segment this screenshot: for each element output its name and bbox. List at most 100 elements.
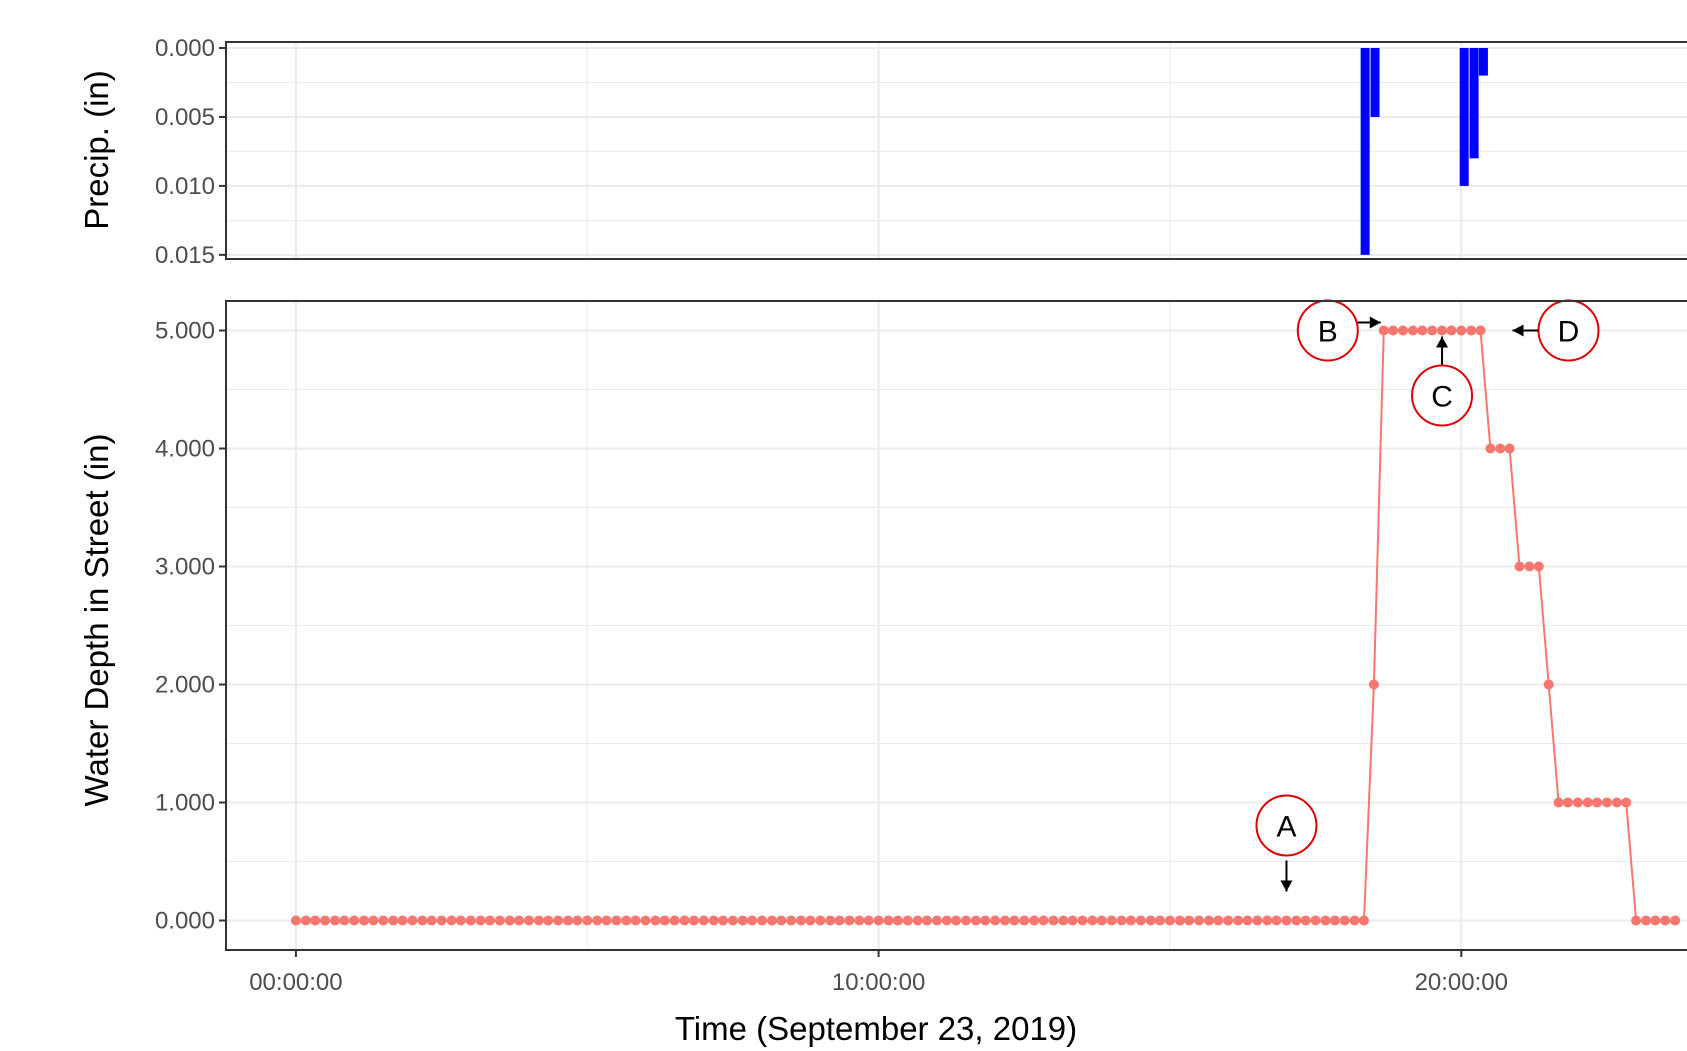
depth-point bbox=[329, 915, 340, 926]
depth-point bbox=[892, 915, 903, 926]
depth-point bbox=[921, 915, 932, 926]
precip-panel-border bbox=[225, 41, 1687, 260]
depth-point bbox=[679, 915, 690, 926]
depth-point bbox=[854, 915, 865, 926]
depth-point bbox=[718, 915, 729, 926]
depth-point bbox=[1660, 915, 1671, 926]
depth-y-axis-title: Water Depth in Street (in) bbox=[78, 434, 115, 807]
depth-y-tick-label: 4.000 bbox=[155, 436, 215, 463]
depth-point bbox=[621, 915, 632, 926]
x-axis-title: Time (September 23, 2019) bbox=[675, 1010, 1077, 1047]
depth-annotations: A B C D bbox=[1255, 299, 1600, 892]
depth-point bbox=[436, 915, 447, 926]
depth-point bbox=[688, 915, 699, 926]
depth-point bbox=[1252, 915, 1263, 926]
depth-point bbox=[786, 915, 797, 926]
depth-point bbox=[1019, 915, 1030, 926]
precip-bar bbox=[1459, 48, 1469, 186]
depth-point bbox=[805, 915, 816, 926]
depth-point bbox=[484, 915, 495, 926]
depth-point bbox=[941, 915, 952, 926]
depth-point bbox=[1485, 443, 1496, 454]
depth-series-points bbox=[290, 325, 1681, 926]
depth-point bbox=[523, 915, 534, 926]
depth-point bbox=[1533, 561, 1544, 572]
depth-x-axis: 00:00:00 10:00:00 20:00:00 bbox=[249, 950, 1508, 996]
depth-point bbox=[1291, 915, 1302, 926]
depth-point bbox=[970, 915, 981, 926]
depth-point bbox=[1553, 797, 1564, 808]
depth-point bbox=[1543, 679, 1554, 690]
depth-point bbox=[1670, 915, 1681, 926]
depth-point bbox=[747, 915, 758, 926]
depth-point bbox=[339, 915, 350, 926]
depth-point bbox=[563, 915, 574, 926]
depth-point bbox=[844, 915, 855, 926]
depth-y-tick-label: 0.000 bbox=[155, 908, 215, 935]
depth-point bbox=[796, 915, 807, 926]
depth-point bbox=[1378, 325, 1389, 336]
depth-point bbox=[776, 915, 787, 926]
annotation-c: C bbox=[1411, 336, 1474, 427]
depth-point bbox=[1125, 915, 1136, 926]
depth-point bbox=[378, 915, 389, 926]
depth-point bbox=[1271, 915, 1282, 926]
depth-point bbox=[980, 915, 991, 926]
annotation-arrowhead bbox=[1369, 316, 1381, 329]
depth-point bbox=[1514, 561, 1525, 572]
depth-point bbox=[1398, 325, 1409, 336]
depth-point bbox=[426, 915, 437, 926]
annotation-label: B bbox=[1318, 316, 1338, 349]
depth-point bbox=[698, 915, 709, 926]
depth-point bbox=[1164, 915, 1175, 926]
precip-y-axis: 0.000 0.005 0.010 0.015 bbox=[155, 35, 226, 269]
depth-point bbox=[883, 915, 894, 926]
depth-point bbox=[1466, 325, 1477, 336]
depth-point bbox=[1067, 915, 1078, 926]
depth-point bbox=[1009, 915, 1020, 926]
depth-point bbox=[494, 915, 505, 926]
depth-point bbox=[1475, 325, 1486, 336]
depth-point bbox=[1524, 561, 1535, 572]
depth-y-axis: 0.000 1.000 2.000 3.000 4.000 5.000 bbox=[155, 318, 226, 935]
depth-point bbox=[1368, 679, 1379, 690]
depth-y-tick-label: 3.000 bbox=[155, 554, 215, 581]
precip-bars bbox=[1360, 48, 1488, 255]
depth-point bbox=[1058, 915, 1069, 926]
depth-point bbox=[912, 915, 923, 926]
depth-x-tick-label: 20:00:00 bbox=[1415, 969, 1508, 996]
depth-point bbox=[659, 915, 670, 926]
depth-panel-border bbox=[225, 300, 1687, 951]
depth-point bbox=[368, 915, 379, 926]
depth-point bbox=[417, 915, 428, 926]
depth-point bbox=[1281, 915, 1292, 926]
annotation-label: C bbox=[1431, 381, 1453, 414]
depth-point bbox=[1223, 915, 1234, 926]
precip-bar bbox=[1370, 48, 1380, 117]
depth-panel: A B C D 0.000 1.000 2.000 3.000 4.000 5.000 00:0… bbox=[78, 299, 1687, 1047]
annotation-circle bbox=[1255, 794, 1318, 857]
depth-point bbox=[1601, 797, 1612, 808]
depth-point bbox=[961, 915, 971, 926]
depth-point bbox=[1446, 325, 1457, 336]
precip-bar bbox=[1360, 48, 1370, 255]
precip-bar bbox=[1469, 48, 1479, 159]
depth-point bbox=[1504, 443, 1515, 454]
depth-point bbox=[650, 915, 661, 926]
depth-point bbox=[931, 915, 942, 926]
depth-point bbox=[592, 915, 603, 926]
depth-point bbox=[1621, 797, 1632, 808]
precip-gridlines bbox=[226, 42, 1687, 259]
precip-y-tick-label: 0.015 bbox=[155, 242, 215, 269]
depth-point bbox=[1310, 915, 1321, 926]
depth-point bbox=[1339, 915, 1350, 926]
depth-point bbox=[1145, 915, 1156, 926]
depth-point bbox=[1116, 915, 1127, 926]
depth-point bbox=[640, 915, 651, 926]
depth-point bbox=[1562, 797, 1573, 808]
annotation-label: A bbox=[1276, 811, 1296, 844]
annotation-arrowhead bbox=[1280, 880, 1293, 892]
depth-point bbox=[1262, 915, 1273, 926]
annotation-label: D bbox=[1558, 316, 1580, 349]
depth-point bbox=[737, 915, 748, 926]
